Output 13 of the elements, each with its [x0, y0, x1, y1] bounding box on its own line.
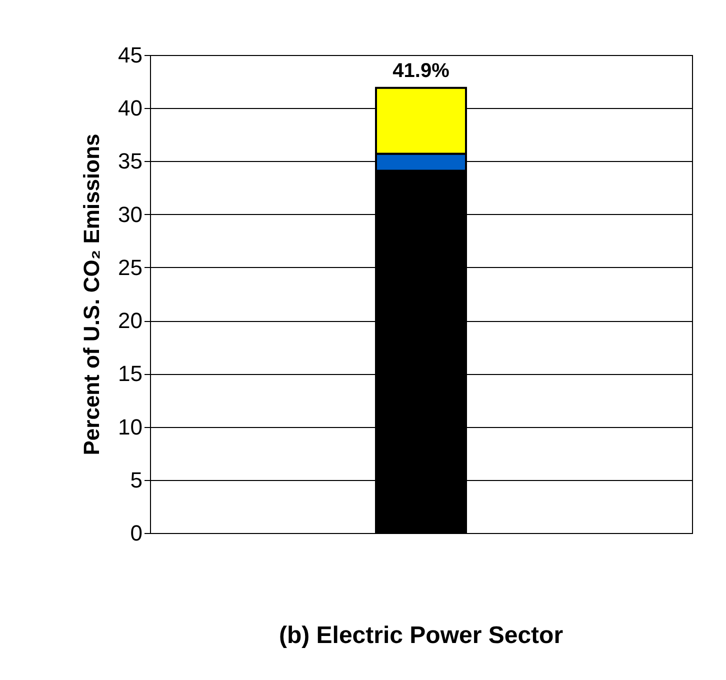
y-tick-label: 35: [118, 148, 142, 174]
y-tick-label: 25: [118, 254, 142, 280]
y-tick-label: 45: [118, 42, 142, 68]
y-axis-title: Percent of U.S. CO₂ Emissions: [79, 134, 104, 456]
y-tick-label: 40: [118, 96, 142, 121]
total-label: 41.9%: [392, 60, 450, 82]
text: (b) Electric Power Sector: [278, 622, 564, 649]
y-tick-label: 20: [118, 308, 142, 334]
y-tick-label: 10: [118, 414, 142, 440]
y-tick-label: 15: [118, 361, 142, 386]
y-tick-label: 30: [118, 202, 142, 227]
y-tick-label: 5: [130, 467, 142, 492]
y-tick-label: 0: [130, 520, 142, 546]
